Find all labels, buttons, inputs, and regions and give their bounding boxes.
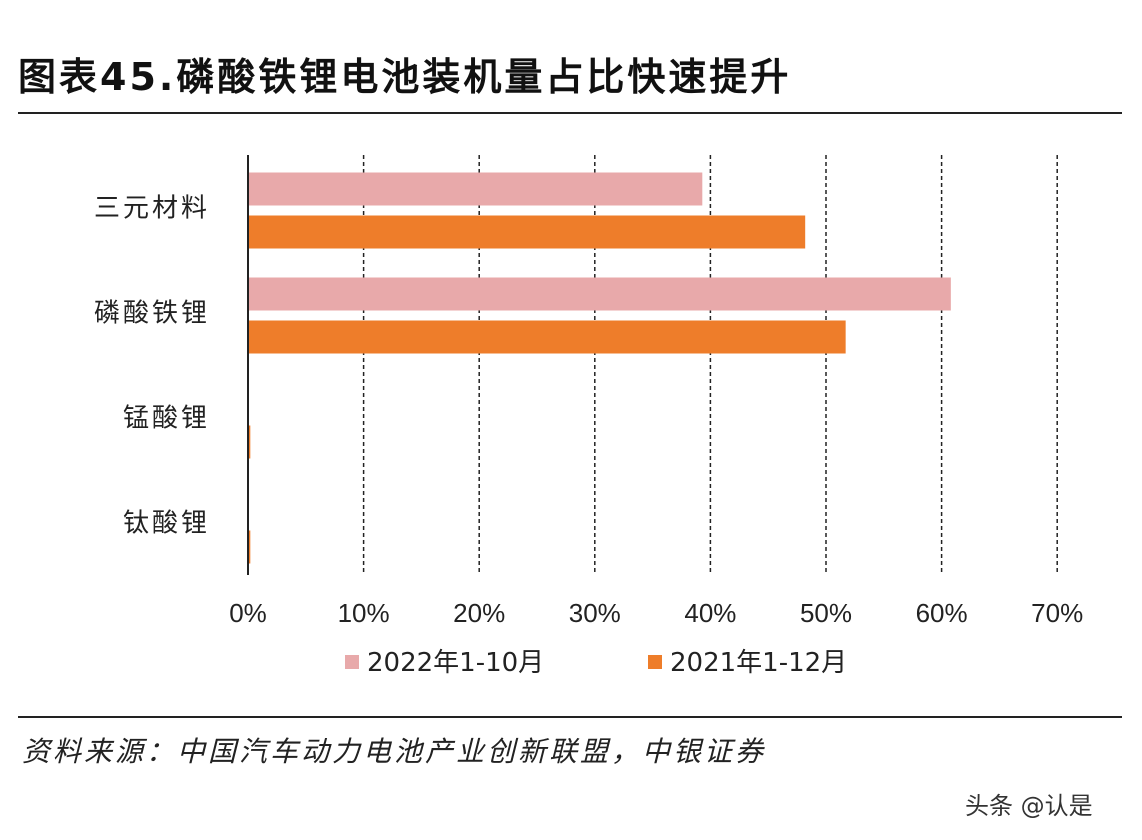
bar-2021 xyxy=(248,425,251,459)
x-tick-label: 60% xyxy=(916,598,968,628)
chart-title: 图表45.磷酸铁锂电池装机量占比快速提升 xyxy=(18,55,792,99)
x-tick-label: 40% xyxy=(684,598,736,628)
x-tick-label: 50% xyxy=(800,598,852,628)
legend-swatch xyxy=(648,655,662,669)
x-tick-label: 70% xyxy=(1031,598,1083,628)
bar-2021 xyxy=(248,530,251,564)
legend-label: 2021年1-12月 xyxy=(670,648,847,678)
category-label: 锰酸锂 xyxy=(123,404,210,434)
bar-2021 xyxy=(248,320,846,354)
bar-2022 xyxy=(248,172,703,206)
category-label: 磷酸铁锂 xyxy=(94,299,210,329)
x-tick-label: 10% xyxy=(338,598,390,628)
legend-label: 2022年1-10月 xyxy=(367,648,544,678)
source-divider xyxy=(18,716,1122,718)
category-label: 钛酸锂 xyxy=(123,509,210,539)
x-tick-label: 0% xyxy=(229,598,267,628)
x-tick-label: 30% xyxy=(569,598,621,628)
watermark: 头条 @认是 xyxy=(965,792,1093,820)
legend-swatch xyxy=(345,655,359,669)
x-tick-label: 20% xyxy=(453,598,505,628)
source-note: 资料来源：中国汽车动力电池产业创新联盟，中银证券 xyxy=(22,735,767,768)
bar-2022 xyxy=(248,277,951,311)
title-divider xyxy=(18,112,1122,114)
bar-2021 xyxy=(248,215,806,249)
category-label: 三元材料 xyxy=(94,194,210,224)
